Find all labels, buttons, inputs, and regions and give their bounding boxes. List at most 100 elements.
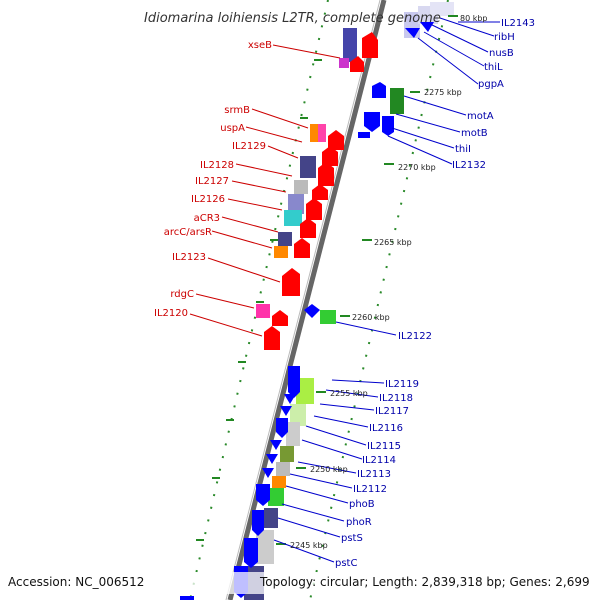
- gene-label: IL2115: [367, 441, 401, 452]
- map-title: Idiomarina loihiensis L2TR, complete gen…: [144, 11, 441, 26]
- leader-line: [273, 539, 335, 563]
- gene-arrow-reverse: [252, 510, 264, 536]
- leader-line: [429, 23, 489, 53]
- gene-block: [358, 132, 370, 138]
- backbone-shadow: [225, 0, 381, 600]
- gene-label: rdgC: [170, 289, 194, 300]
- gene-block: [320, 310, 336, 324]
- gene-label: ribH: [494, 32, 515, 43]
- gene-arrow-forward: [328, 130, 344, 150]
- gene-label: thiI: [455, 144, 471, 155]
- right-gene-labels: IL2143 ribH nusB thiL pgpA motA motB thi…: [335, 18, 535, 569]
- leader-line: [207, 257, 281, 283]
- gene-label: uspA: [220, 123, 245, 134]
- gene-arrow-reverse: [256, 484, 270, 506]
- gene-arrow-forward: [306, 198, 322, 220]
- leader-line: [235, 163, 293, 177]
- gene-label: motA: [467, 111, 494, 122]
- gene-arrow-forward: [350, 56, 364, 72]
- gene-arrow-reverse: [288, 366, 300, 398]
- gene-label: IL2117: [375, 406, 409, 417]
- gene-label: motB: [461, 128, 488, 139]
- accession-label: Accession: NC_006512: [8, 575, 144, 589]
- gene-arrow-reverse: [262, 468, 274, 478]
- gene-block: [268, 488, 284, 506]
- gene-arrow-reverse: [266, 454, 278, 464]
- scale-label: 2260 kbp: [352, 313, 390, 322]
- gene-block: [343, 28, 357, 62]
- gene-arrow-forward: [300, 218, 316, 238]
- gene-block: [256, 304, 270, 318]
- gene-arrow-reverse: [284, 394, 296, 404]
- leader-line: [423, 31, 485, 67]
- gene-block: [318, 124, 326, 142]
- gene-arrow-reverse: [382, 116, 394, 136]
- gene-label: IL2127: [195, 176, 229, 187]
- gene-block: [294, 180, 308, 194]
- leader-line: [331, 379, 385, 384]
- gene-label: IL2119: [385, 379, 419, 390]
- gene-arrow-forward: [272, 310, 288, 326]
- gene-block: [280, 446, 294, 462]
- gene-label: aCR3: [194, 213, 220, 224]
- leader-line: [335, 321, 397, 336]
- leader-line: [267, 145, 299, 159]
- gene-label: IL2113: [357, 469, 391, 480]
- scale-ticks: [196, 15, 458, 545]
- gene-arrow-reverse: [304, 304, 320, 318]
- leader-line: [395, 113, 461, 133]
- gene-label: arcC/arsR: [164, 227, 212, 238]
- gene-label: srmB: [224, 105, 250, 116]
- gene-block: [290, 404, 306, 426]
- gene-label: thiL: [484, 62, 503, 73]
- scale-label: 2250 kbp: [310, 465, 348, 474]
- gene-label: IL2120: [154, 308, 188, 319]
- gene-label: IL2122: [398, 331, 432, 342]
- gene-label: pgpA: [478, 79, 504, 90]
- gene-block: [310, 124, 318, 142]
- leader-line: [319, 403, 375, 411]
- leader-line: [289, 473, 353, 489]
- gene-block: [390, 88, 404, 114]
- leader-line: [313, 415, 369, 428]
- gene-label: phoR: [346, 517, 372, 528]
- gene-arrow-reverse: [270, 440, 282, 450]
- leader-line: [439, 17, 495, 37]
- gene-arrow-forward: [282, 268, 300, 296]
- leader-line: [245, 126, 303, 143]
- leader-line: [227, 198, 283, 211]
- gene-label: IL2132: [452, 160, 486, 171]
- gene-label: IL2126: [191, 194, 225, 205]
- gene-label: IL2114: [362, 455, 396, 466]
- gene-block: [300, 156, 316, 178]
- gene-block: [264, 508, 278, 528]
- gene-block: [288, 194, 304, 214]
- leader-line: [417, 37, 479, 85]
- gene-label: nusB: [489, 48, 514, 59]
- scale-label: 2275 kbp: [424, 88, 462, 97]
- scale-label: 2245 kbp: [290, 541, 328, 550]
- scale-label: 2270 kbp: [398, 163, 436, 172]
- leader-line: [281, 503, 345, 522]
- leader-line: [403, 95, 467, 116]
- gene-label: IL2112: [353, 484, 387, 495]
- leader-line: [285, 485, 349, 504]
- backbone: [225, 0, 387, 600]
- gene-arrow-forward: [318, 162, 334, 186]
- leader-line: [387, 135, 453, 165]
- gene-label: IL2116: [369, 423, 403, 434]
- leader-lines: [189, 17, 500, 563]
- scale-labels: 80 kbp 2275 kbp 2270 kbp 2265 kbp 2260 k…: [290, 14, 488, 550]
- gene-arrow-reverse: [405, 28, 420, 38]
- gene-label: pstC: [335, 558, 357, 569]
- gene-block: [339, 58, 349, 68]
- leader-line: [272, 44, 341, 59]
- gene-block: [272, 476, 286, 488]
- topology-label: Topology: circular; Length: 2,839,318 bp…: [259, 575, 590, 589]
- leader-line: [189, 313, 263, 337]
- gene-block: [274, 246, 288, 258]
- gene-block: [286, 422, 300, 446]
- gene-label: IL2129: [232, 141, 266, 152]
